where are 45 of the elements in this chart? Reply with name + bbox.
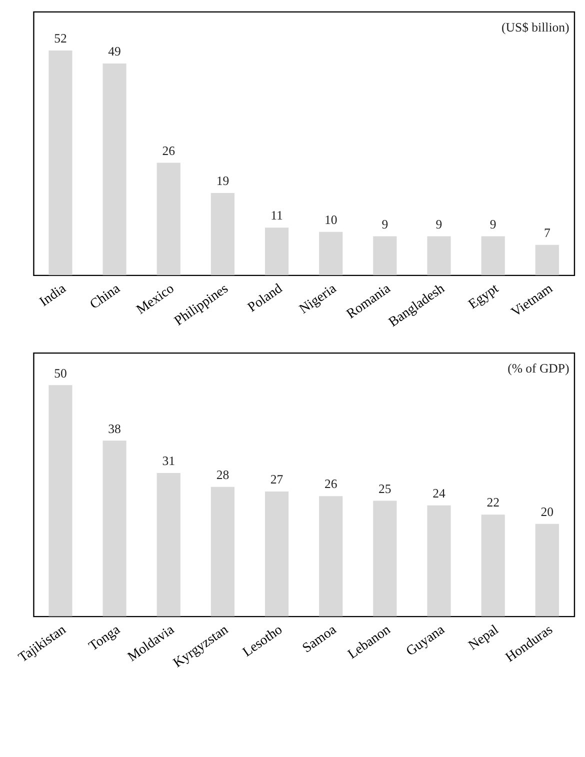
data-label: 38 — [108, 422, 121, 436]
bar — [102, 440, 126, 616]
data-label: 26 — [162, 144, 175, 158]
data-label: 31 — [162, 454, 175, 468]
x-tick-label: Tonga — [86, 622, 122, 654]
data-label: 7 — [544, 226, 551, 240]
bar — [427, 505, 451, 616]
data-label: 49 — [108, 44, 121, 59]
annotation: (% of GDP) — [508, 361, 570, 376]
data-label: 28 — [216, 468, 230, 482]
data-label: 25 — [378, 482, 392, 496]
data-label: 24 — [432, 486, 446, 500]
data-label: 20 — [540, 504, 554, 519]
data-label: 9 — [436, 217, 442, 232]
data-label: 27 — [270, 472, 284, 487]
bar — [319, 496, 343, 616]
bar — [427, 236, 451, 276]
data-label: 11 — [270, 208, 283, 223]
bar — [156, 472, 180, 616]
bar — [48, 385, 72, 616]
bar — [535, 524, 559, 616]
data-label: 9 — [490, 217, 496, 232]
data-label: 10 — [324, 213, 338, 228]
bar — [535, 244, 559, 276]
bar — [102, 63, 126, 276]
data-label: 50 — [54, 366, 67, 380]
bar — [319, 232, 343, 276]
annotation: (US$ billion) — [502, 20, 570, 34]
bar — [373, 500, 397, 616]
data-label: 22 — [486, 496, 500, 510]
bar — [481, 514, 505, 616]
data-label: 52 — [54, 32, 67, 46]
bar — [48, 50, 72, 276]
data-label: 9 — [382, 217, 388, 232]
bar — [264, 491, 289, 616]
bar — [156, 162, 180, 276]
bar — [210, 193, 234, 276]
bar — [481, 236, 505, 276]
x-tick-label: China — [86, 280, 122, 312]
x-tick-label: India — [36, 280, 68, 310]
data-label: 26 — [324, 477, 338, 492]
bar — [210, 486, 234, 616]
bar — [373, 236, 397, 276]
data-label: 19 — [216, 174, 230, 188]
bar — [264, 228, 289, 276]
